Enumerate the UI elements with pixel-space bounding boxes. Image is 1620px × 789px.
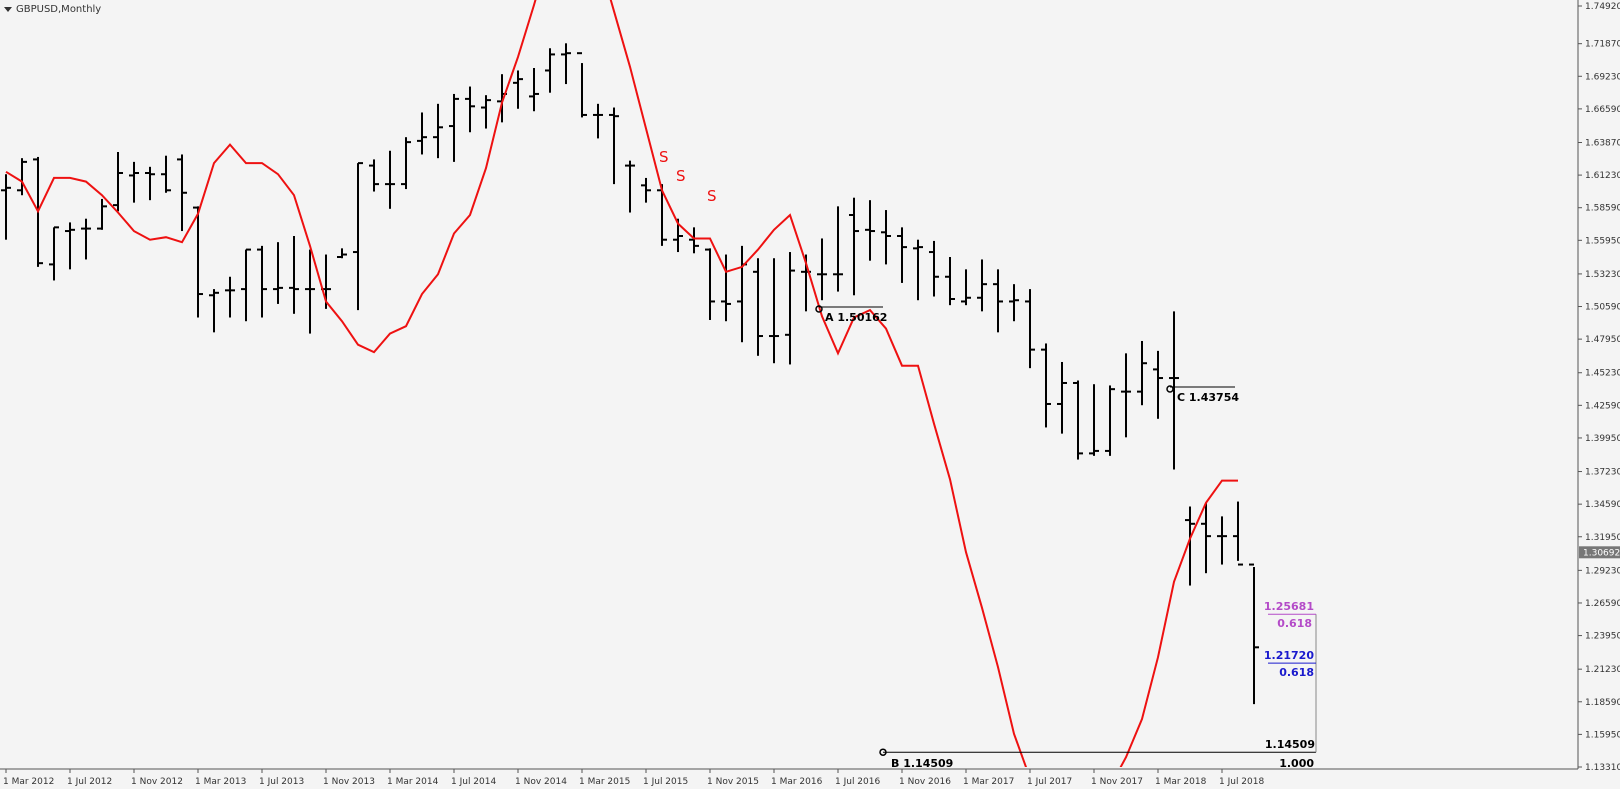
chevron-down-icon[interactable]: [4, 7, 12, 12]
signal-label: S: [659, 148, 669, 166]
y-tick-label: 1.50590: [1585, 303, 1620, 313]
pivot-a-marker: [815, 305, 823, 313]
x-tick-label: 1 Mar 2015: [579, 777, 630, 787]
x-tick-label: 1 Nov 2016: [899, 777, 951, 787]
fib-base-price-label: 1.14509: [1265, 738, 1315, 751]
x-tick-label: 1 Nov 2013: [323, 777, 375, 787]
y-tick-label: 1.37230: [1585, 468, 1620, 478]
x-tick-label: 1 Jul 2013: [259, 777, 304, 787]
x-tick-label: 1 Nov 2014: [515, 777, 567, 787]
y-tick-label: 1.34590: [1585, 500, 1620, 510]
y-tick-label: 1.45230: [1585, 369, 1620, 379]
x-tick-label: 1 Mar 2017: [963, 777, 1014, 787]
y-tick-label: 1.55950: [1585, 236, 1620, 246]
pivot-b-label: B 1.14509: [891, 757, 953, 770]
x-tick-label: 1 Jul 2014: [451, 777, 496, 787]
y-tick-label: 1.18590: [1585, 698, 1620, 708]
fib-level-2-price-label: 1.21720: [1264, 649, 1314, 662]
x-tick-label: 1 Mar 2018: [1155, 777, 1207, 787]
y-tick-label: 1.13310: [1585, 763, 1620, 773]
current-price-label: 1.30692: [1583, 548, 1620, 558]
pivot-a-label: A 1.50162: [825, 311, 887, 324]
x-tick-label: 1 Mar 2012: [3, 777, 54, 787]
y-tick-label: 1.66590: [1585, 105, 1620, 115]
x-tick-label: 1 Mar 2014: [387, 777, 439, 787]
x-tick-label: 1 Jul 2012: [67, 777, 112, 787]
y-tick-label: 1.69230: [1585, 72, 1620, 82]
x-tick-label: 1 Nov 2015: [707, 777, 759, 787]
y-tick-label: 1.39950: [1585, 434, 1620, 444]
y-tick-label: 1.29230: [1585, 566, 1620, 576]
y-tick-label: 1.23950: [1585, 632, 1620, 642]
fib-level-1-price-label: 1.25681: [1264, 600, 1314, 613]
chart-title: GBPUSD,Monthly: [4, 4, 101, 15]
x-tick-label: 1 Jul 2017: [1027, 777, 1072, 787]
x-tick-label: 1 Nov 2012: [131, 777, 183, 787]
x-tick-label: 1 Jul 2016: [835, 777, 880, 787]
x-tick-label: 1 Mar 2016: [771, 777, 823, 787]
y-tick-label: 1.61230: [1585, 171, 1620, 181]
x-tick-label: 1 Jul 2015: [643, 777, 688, 787]
y-tick-label: 1.47950: [1585, 335, 1620, 345]
y-tick-label: 1.63870: [1585, 138, 1620, 148]
x-tick-label: 1 Mar 2013: [195, 777, 246, 787]
y-tick-label: 1.42590: [1585, 401, 1620, 411]
y-tick-label: 1.31950: [1585, 533, 1620, 543]
indicator-line: [5, 0, 1238, 767]
y-tick-label: 1.26590: [1585, 599, 1620, 609]
pivot-c-label: C 1.43754: [1177, 391, 1239, 404]
x-tick-label: 1 Jul 2018: [1219, 777, 1264, 787]
fib-level-1-ratio-label: 0.618: [1277, 617, 1312, 630]
y-tick-label: 1.71870: [1585, 40, 1620, 50]
y-tick-label: 1.74920: [1585, 2, 1620, 12]
x-tick-label: 1 Nov 2017: [1091, 777, 1143, 787]
signal-label: S: [676, 167, 686, 185]
fib-level-2-ratio-label: 0.618: [1279, 666, 1314, 679]
y-tick-label: 1.15950: [1585, 730, 1620, 740]
fib-base-ratio-label: 1.000: [1279, 757, 1314, 770]
ohlc-bars: [1, 43, 1259, 705]
y-tick-label: 1.21230: [1585, 665, 1620, 675]
signal-label: S: [707, 187, 717, 205]
current-price-marker: [1579, 546, 1620, 559]
pivot-c-marker: [1166, 385, 1174, 393]
plot-area: [0, 0, 1578, 769]
y-tick-label: 1.58590: [1585, 204, 1620, 214]
y-tick-label: 1.53230: [1585, 270, 1620, 280]
symbol-label: GBPUSD,Monthly: [16, 4, 102, 15]
